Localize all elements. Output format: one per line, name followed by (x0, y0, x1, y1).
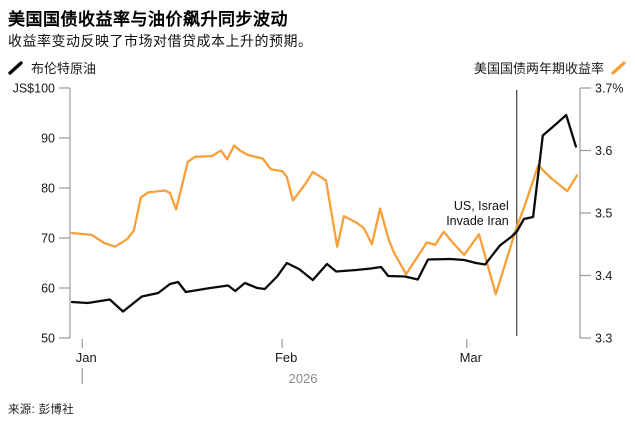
right-axis-tick-label: 3.7% (595, 82, 624, 96)
left-axis-tick-label: 50 (41, 332, 55, 346)
right-axis-tick-label: 3.5 (595, 207, 612, 221)
brent-crude-line (70, 113, 578, 313)
two-year-yield-line (70, 144, 579, 296)
legend-brent-label: 布伦特原油 (31, 61, 97, 76)
legend-yield: 美国国债两年期收益率 (474, 58, 627, 77)
legend-yield-label: 美国国债两年期收益率 (473, 61, 604, 76)
chart-subtitle: 收益率变动反映了市场对借贷成本上升的预期。 (8, 33, 313, 49)
left-axis-tick-label: 90 (41, 132, 55, 146)
yield-line-icon (611, 60, 627, 75)
right-axis-tick-label: 3.3 (595, 332, 612, 346)
source-attribution: 来源: 彭博社 (8, 404, 74, 416)
annotation-text: US, Israel (454, 199, 509, 213)
left-axis-tick-label: 80 (41, 182, 55, 196)
month-label: Jan (76, 350, 97, 365)
annotation-text: Invade Iran (446, 214, 509, 228)
legend-brent: 布伦特原油 (8, 58, 96, 77)
left-axis-tick-label: JS$100 (13, 82, 55, 96)
right-axis-tick-label: 3.6 (595, 144, 612, 158)
page-title: 美国国债收益率与油价飙升同步波动 (8, 10, 288, 29)
year-label: 2026 (289, 371, 318, 386)
month-label: Feb (275, 350, 297, 365)
right-axis-tick-label: 3.4 (595, 269, 612, 283)
left-axis-tick-label: 70 (41, 232, 55, 246)
month-label: Mar (460, 350, 483, 365)
brent-line-icon (8, 60, 24, 75)
left-axis-tick-label: 60 (41, 282, 55, 296)
